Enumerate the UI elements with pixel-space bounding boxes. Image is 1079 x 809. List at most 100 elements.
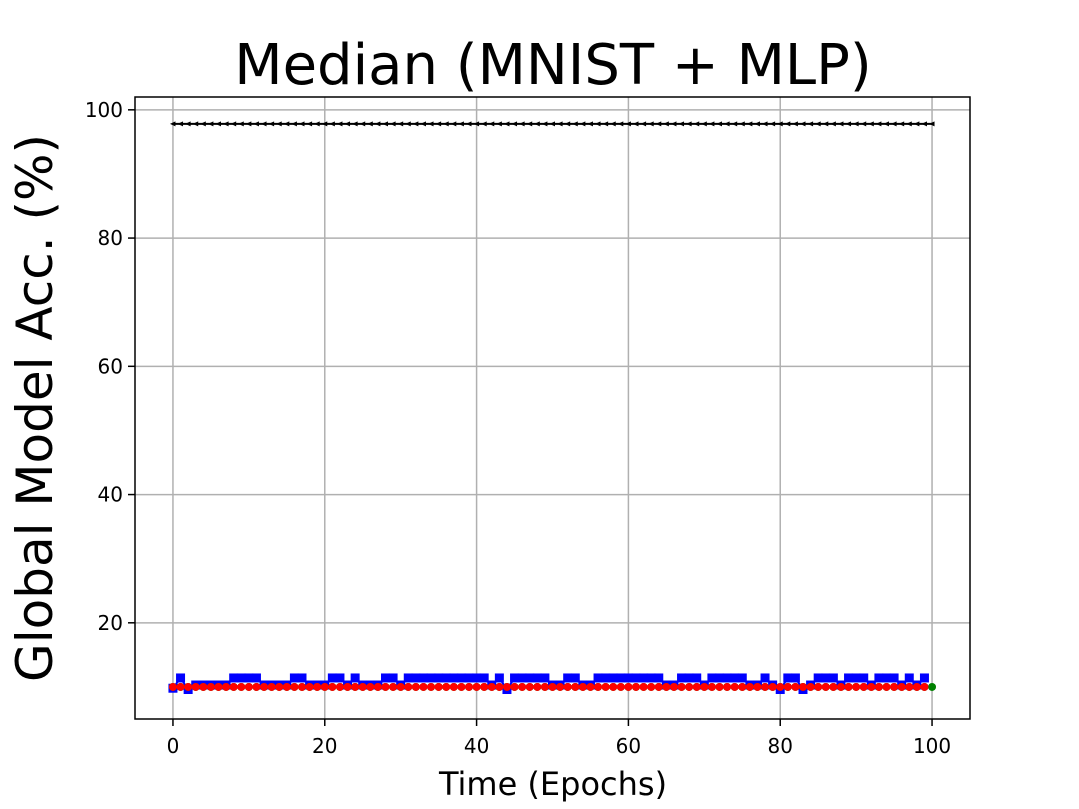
series-0: [169, 121, 935, 127]
data-point: [813, 673, 823, 683]
data-point: [261, 121, 267, 127]
data-point: [844, 673, 854, 683]
grid: [135, 97, 970, 719]
data-point: [715, 673, 724, 683]
data-point: [556, 682, 565, 691]
data-point: [236, 673, 246, 683]
data-point: [185, 121, 191, 127]
data-point: [708, 121, 715, 127]
data-point: [223, 121, 229, 127]
data-point: [404, 682, 413, 691]
data-point: [670, 121, 677, 127]
data-point: [419, 682, 428, 691]
data-point: [472, 673, 482, 683]
x-tick-label: 20: [312, 734, 337, 758]
data-point: [428, 121, 434, 127]
data-point: [229, 682, 238, 691]
data-point: [745, 682, 754, 691]
data-point: [586, 682, 595, 691]
data-point: [929, 121, 935, 127]
data-point: [305, 682, 314, 691]
data-point: [396, 682, 405, 691]
data-point: [625, 121, 631, 127]
data-point: [852, 682, 861, 691]
data-point: [594, 682, 603, 691]
data-point: [730, 673, 740, 683]
data-point: [807, 121, 814, 127]
data-point: [290, 682, 299, 691]
data-point: [230, 121, 237, 127]
data-point: [481, 121, 487, 127]
data-point: [800, 121, 806, 127]
data-point: [890, 682, 899, 691]
data-point: [289, 673, 299, 683]
data-point: [868, 121, 874, 127]
data-point: [176, 682, 185, 691]
data-point: [397, 121, 404, 127]
y-tick-label: 40: [98, 483, 123, 507]
data-point: [571, 682, 580, 691]
data-point: [686, 121, 692, 127]
data-point: [412, 121, 419, 127]
data-point: [367, 121, 373, 127]
data-point: [563, 682, 572, 691]
data-point: [799, 682, 807, 691]
data-point: [768, 682, 777, 691]
data-point: [297, 673, 307, 683]
data-point: [905, 682, 914, 691]
data-point: [268, 121, 275, 127]
data-point: [169, 121, 176, 127]
data-point: [684, 673, 694, 683]
data-point: [663, 121, 669, 127]
data-point: [320, 682, 329, 691]
data-point: [374, 121, 381, 127]
data-point: [526, 121, 533, 127]
y-tick-label: 20: [98, 611, 123, 635]
data-point: [913, 121, 920, 127]
data-point: [517, 673, 527, 683]
data-point: [214, 682, 223, 691]
data-point: [411, 673, 421, 683]
data-point: [836, 682, 845, 691]
data-point: [343, 682, 352, 691]
data-point: [480, 682, 489, 691]
series-1: [168, 673, 929, 695]
data-point: [418, 673, 428, 683]
data-point: [276, 121, 282, 127]
data-point: [844, 682, 853, 691]
data-point: [654, 673, 664, 683]
data-point: [655, 121, 662, 127]
data-point: [199, 682, 208, 691]
data-point: [889, 673, 899, 683]
data-point: [814, 682, 823, 691]
data-point: [403, 673, 413, 683]
data-point: [920, 682, 929, 691]
data-point: [632, 682, 640, 691]
data-point: [692, 673, 702, 683]
data-point: [251, 673, 261, 683]
data-point: [593, 673, 603, 683]
data-point: [176, 673, 186, 683]
data-point: [693, 121, 700, 127]
data-point: [511, 121, 518, 127]
data-point: [328, 682, 337, 691]
data-point: [472, 682, 481, 691]
data-point: [206, 682, 215, 691]
data-point: [722, 673, 732, 683]
data-point: [168, 682, 177, 691]
data-point: [822, 121, 829, 127]
data-point: [541, 121, 548, 127]
data-point: [411, 682, 420, 691]
data-point: [791, 682, 800, 691]
data-point: [525, 682, 534, 691]
data-point: [716, 121, 722, 127]
data-point: [851, 673, 861, 683]
data-point: [557, 121, 563, 127]
x-tick-label: 80: [768, 734, 793, 758]
data-point: [904, 673, 914, 683]
y-tick-label: 100: [85, 98, 123, 122]
data-point: [335, 682, 344, 691]
data-point: [200, 121, 206, 127]
data-point: [821, 673, 831, 683]
data-point: [533, 682, 542, 691]
